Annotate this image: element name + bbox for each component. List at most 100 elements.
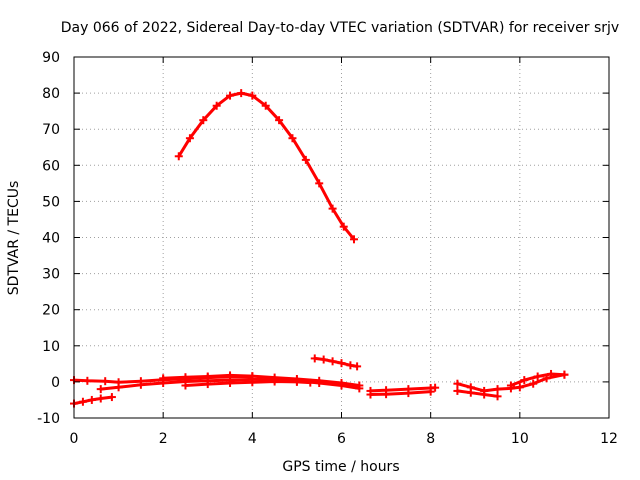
- x-tick-label: 10: [511, 431, 529, 447]
- data-point: [453, 386, 462, 395]
- data-point: [181, 373, 190, 382]
- data-point: [520, 376, 529, 385]
- y-tick-label: 10: [42, 339, 60, 355]
- data-point: [114, 383, 123, 392]
- data-point: [382, 390, 391, 399]
- series-line: [369, 390, 433, 396]
- data-point: [212, 101, 221, 110]
- series-arc-e: [181, 377, 315, 390]
- data-point: [87, 395, 96, 404]
- y-tick-label: 30: [42, 267, 60, 283]
- data-point: [270, 377, 279, 386]
- data-point: [292, 377, 301, 386]
- y-tick-label: 80: [42, 86, 60, 102]
- data-point: [96, 394, 105, 403]
- x-tick-label: 0: [70, 431, 79, 447]
- data-point: [404, 389, 413, 398]
- y-tick-label: 0: [51, 375, 60, 391]
- data-point: [203, 372, 212, 381]
- data-point: [547, 369, 556, 378]
- data-point: [226, 378, 235, 387]
- data-point: [136, 380, 145, 389]
- data-point: [83, 376, 92, 385]
- data-point: [248, 378, 257, 387]
- x-axis: 0 2 4 6 8 10 12: [70, 57, 618, 447]
- data-point: [453, 379, 462, 388]
- data-point: [533, 372, 542, 381]
- series-line: [369, 386, 437, 393]
- y-tick-label: 70: [42, 122, 60, 138]
- data-point: [203, 380, 212, 389]
- x-tick-label: 4: [248, 431, 257, 447]
- series-line: [177, 91, 356, 241]
- data-point: [328, 204, 337, 213]
- data-point: [301, 155, 310, 164]
- y-axis: -10 0 10 20 30 40 50 60 70 80 90: [37, 50, 609, 427]
- series-arc-high: [174, 89, 358, 244]
- y-tick-label: 40: [42, 231, 60, 247]
- data-point: [107, 393, 116, 402]
- data-point: [226, 91, 235, 100]
- data-point: [529, 379, 538, 388]
- data-point: [346, 361, 355, 370]
- data-point: [310, 354, 319, 363]
- data-point: [181, 381, 190, 390]
- data-point: [185, 134, 194, 143]
- data-point: [315, 179, 324, 188]
- data-point: [493, 385, 502, 394]
- data-point: [493, 392, 502, 401]
- y-tick-label: 20: [42, 303, 60, 319]
- data-point: [328, 357, 337, 366]
- x-tick-label: 12: [600, 431, 618, 447]
- data-point: [248, 91, 257, 100]
- data-point: [319, 355, 328, 364]
- series-arc-g: [366, 387, 435, 399]
- data-point: [315, 376, 324, 385]
- data-point: [101, 377, 110, 386]
- series-arc-mid: [310, 354, 362, 371]
- y-tick-label: 60: [42, 158, 60, 174]
- data-point: [466, 388, 475, 397]
- data-point: [337, 359, 346, 368]
- chart-title: Day 066 of 2022, Sidereal Day-to-day VTE…: [61, 20, 619, 36]
- data-point: [78, 397, 87, 406]
- data-point: [349, 235, 358, 244]
- series-arc-j: [506, 369, 569, 390]
- data-point: [306, 378, 315, 387]
- x-tick-label: 8: [426, 431, 435, 447]
- data-point: [237, 89, 246, 98]
- data-point: [275, 116, 284, 125]
- y-tick-label: 90: [42, 50, 60, 66]
- series-arc-i: [453, 386, 502, 401]
- data-point: [353, 362, 362, 371]
- data-point: [261, 101, 270, 110]
- data-point: [515, 383, 524, 392]
- series-line: [455, 389, 499, 398]
- data-point: [199, 116, 208, 125]
- data-point: [431, 383, 440, 392]
- data-point: [366, 390, 375, 399]
- data-point: [96, 385, 105, 394]
- data-point: [506, 381, 515, 390]
- grid: [74, 57, 609, 418]
- data-point: [426, 387, 435, 396]
- data-point: [174, 152, 183, 161]
- x-tick-label: 6: [337, 431, 346, 447]
- data-point: [339, 222, 348, 231]
- data-point: [337, 378, 346, 387]
- data-point: [480, 390, 489, 399]
- data-point: [159, 374, 168, 383]
- y-tick-label: 50: [42, 194, 60, 210]
- y-tick-label: -10: [37, 411, 60, 427]
- series-arc-b: [70, 393, 116, 408]
- x-tick-label: 2: [159, 431, 168, 447]
- data-point: [560, 370, 569, 379]
- data-point: [355, 381, 364, 390]
- data-point: [226, 371, 235, 380]
- series-arc-h: [453, 370, 569, 395]
- x-axis-label: GPS time / hours: [282, 459, 399, 475]
- series-line: [161, 373, 361, 387]
- data-point: [288, 134, 297, 143]
- data-series: [70, 89, 569, 408]
